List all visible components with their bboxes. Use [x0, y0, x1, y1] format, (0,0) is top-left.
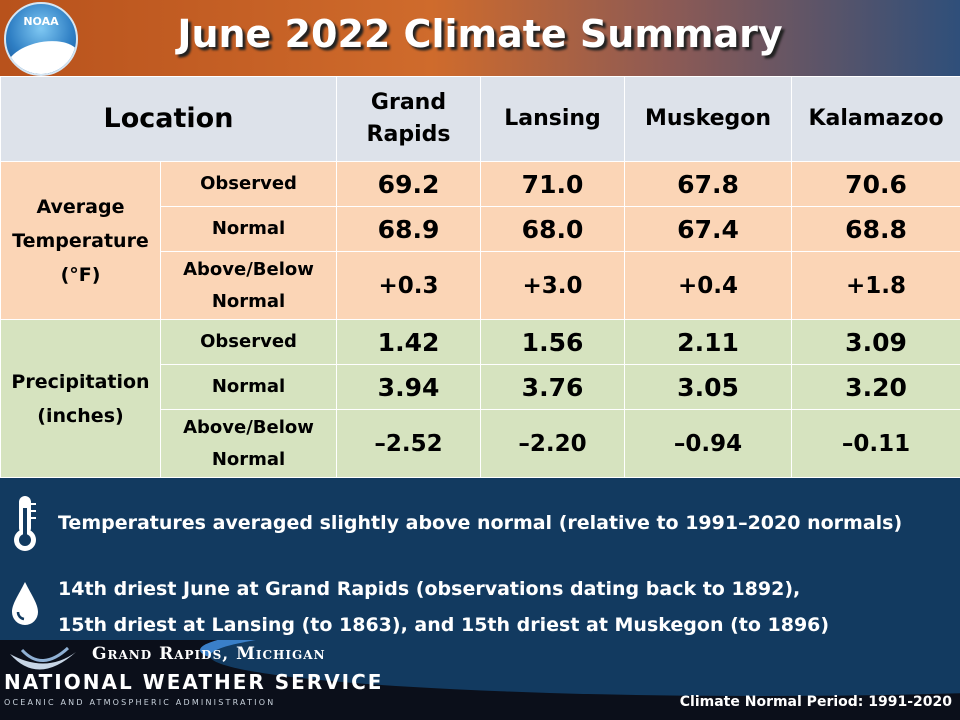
column-header-muskegon: Muskegon	[624, 76, 793, 162]
water-drop-icon	[12, 582, 38, 625]
table-cell: +0.3	[336, 251, 482, 320]
table-row: Average Temperature (°F) Observed 69.2 7…	[0, 161, 960, 320]
table-row: Above/Below Normal +0.3 +3.0 +0.4 +1.8	[1, 251, 960, 320]
location-header: Location	[0, 76, 338, 162]
temperature-group-label: Average Temperature (°F)	[0, 161, 161, 320]
table-cell: –0.94	[624, 409, 793, 478]
table-cell: 68.0	[480, 206, 626, 252]
table-cell: 67.4	[624, 206, 793, 252]
row-label-normal: Normal	[159, 206, 338, 252]
row-label-observed: Observed	[159, 319, 338, 365]
table-cell: 68.8	[791, 206, 960, 252]
table-cell: –2.20	[480, 409, 626, 478]
column-header-lansing: Lansing	[480, 76, 626, 162]
normal-period-note: Climate Normal Period: 1991-2020	[679, 694, 952, 710]
footer: Grand Rapids, Michigan NATIONAL WEATHER …	[0, 640, 960, 720]
nws-swoosh-logo-icon	[10, 646, 76, 670]
column-header-kalamazoo: Kalamazoo	[791, 76, 960, 162]
table-cell: 3.20	[791, 364, 960, 410]
row-label-normal: Normal	[159, 364, 338, 410]
precipitation-note-line-1: 14th driest June at Grand Rapids (observ…	[58, 578, 801, 600]
table-cell: 3.94	[336, 364, 482, 410]
parent-agency-name: OCEANIC AND ATMOSPHERIC ADMINISTRATION	[4, 698, 276, 707]
table-cell: –0.11	[791, 409, 960, 478]
column-header-grand-rapids: Grand Rapids	[336, 76, 482, 162]
table-cell: 1.42	[336, 319, 482, 365]
table-row: Normal 68.9 68.0 67.4 68.8	[1, 206, 960, 252]
table-cell: +1.8	[791, 251, 960, 320]
table-cell: 71.0	[480, 161, 626, 207]
table-cell: 68.9	[336, 206, 482, 252]
thermometer-icon	[14, 496, 36, 551]
noaa-logo-text: NOAA	[23, 15, 59, 28]
precipitation-note-line-2: 15th driest at Lansing (to 1863), and 15…	[58, 614, 830, 636]
office-name: Grand Rapids, Michigan	[92, 644, 326, 664]
precipitation-group-label: Precipitation (inches)	[0, 319, 161, 478]
table-cell: 2.11	[624, 319, 793, 365]
row-label-observed: Observed	[159, 161, 338, 207]
table-cell: 3.05	[624, 364, 793, 410]
row-label-above-below: Above/Below Normal	[159, 409, 338, 478]
table-cell: 1.56	[480, 319, 626, 365]
table-cell: 3.09	[791, 319, 960, 365]
table-row: Above/Below Normal –2.52 –2.20 –0.94 –0.…	[1, 409, 960, 478]
table-row: Normal 3.94 3.76 3.05 3.20	[1, 364, 960, 410]
table-row: Precipitation (inches) Observed 1.42 1.5…	[0, 319, 960, 478]
temperature-note: Temperatures averaged slightly above nor…	[58, 512, 903, 534]
table-header-row: Location Grand Rapids Lansing Muskegon K…	[0, 76, 960, 162]
table-cell: 67.8	[624, 161, 793, 207]
page-title: June 2022 Climate Summary	[177, 12, 783, 56]
table-cell: +0.4	[624, 251, 793, 320]
table-cell: +3.0	[480, 251, 626, 320]
agency-name: NATIONAL WEATHER SERVICE	[4, 670, 384, 694]
noaa-logo: NOAA	[4, 2, 78, 76]
table-cell: 70.6	[791, 161, 960, 207]
table-cell: –2.52	[336, 409, 482, 478]
table-cell: 3.76	[480, 364, 626, 410]
table-cell: 69.2	[336, 161, 482, 207]
row-label-above-below: Above/Below Normal	[159, 251, 338, 320]
climate-table: Location Grand Rapids Lansing Muskegon K…	[0, 76, 960, 478]
title-banner: NOAA June 2022 Climate Summary	[0, 0, 960, 76]
